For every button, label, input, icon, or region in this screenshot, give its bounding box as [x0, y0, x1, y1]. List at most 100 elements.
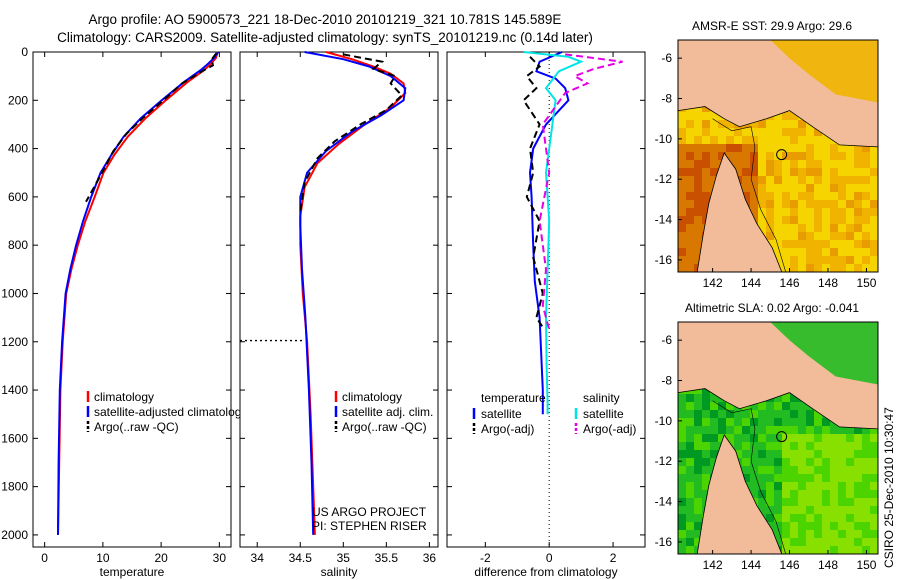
- heatmap-cell: [806, 442, 814, 450]
- heatmap-cell: [790, 264, 798, 272]
- heatmap-cell: [822, 530, 830, 538]
- heatmap-cell: [806, 240, 814, 248]
- heatmap-cell: [806, 176, 814, 184]
- y-tick-label: 1000: [1, 286, 28, 300]
- heatmap-cell: [766, 120, 774, 128]
- legend-label: satellite: [583, 407, 624, 421]
- heatmap-cell: [694, 106, 702, 112]
- heatmap-cell: [782, 482, 790, 490]
- heatmap-cell: [838, 144, 846, 152]
- heatmap-cell: [782, 490, 790, 498]
- heatmap-cell: [798, 248, 806, 256]
- heatmap-cell: [854, 530, 862, 538]
- heatmap-cell: [750, 426, 758, 434]
- heatmap-cell: [742, 160, 750, 168]
- heatmap-cell: [846, 426, 854, 434]
- heatmap-cell: [854, 458, 862, 466]
- heatmap-cell: [734, 410, 742, 418]
- heatmap-cell: [870, 466, 878, 474]
- x-tick-label: 150: [856, 558, 876, 572]
- heatmap-cell: [814, 192, 822, 200]
- heatmap-cell: [694, 200, 702, 208]
- heatmap-cell: [798, 442, 806, 450]
- heatmap-cell: [758, 434, 766, 442]
- heatmap-cell: [798, 474, 806, 482]
- heatmap-cell: [862, 482, 870, 490]
- heatmap-cell: [798, 450, 806, 458]
- heatmap-cell: [806, 136, 814, 144]
- heatmap-cell: [694, 426, 702, 434]
- heatmap-cell: [846, 466, 854, 474]
- x-tick-label: 36: [423, 551, 437, 565]
- heatmap-cell: [838, 248, 846, 256]
- heatmap-cell: [814, 426, 822, 434]
- heatmap-cell: [806, 184, 814, 192]
- heatmap-cell: [790, 240, 798, 248]
- heatmap-cell: [846, 256, 854, 264]
- heatmap-cell: [870, 434, 878, 442]
- heatmap-cell: [830, 152, 838, 160]
- heatmap-cell: [758, 474, 766, 482]
- heatmap-cell: [862, 176, 870, 184]
- heatmap-cell: [734, 426, 742, 434]
- heatmap-cell: [838, 458, 846, 466]
- heatmap-cell: [822, 208, 830, 216]
- heatmap-cell: [830, 240, 838, 248]
- x-tick-label: 148: [818, 558, 838, 572]
- heatmap-cell: [814, 410, 822, 418]
- heatmap-cell: [854, 232, 862, 240]
- heatmap-cell: [846, 482, 854, 490]
- legend-label: satellite: [481, 407, 522, 421]
- heatmap-cell: [798, 224, 806, 232]
- heatmap-cell: [822, 466, 830, 474]
- heatmap-cell: [710, 434, 718, 442]
- heatmap-cell: [702, 136, 710, 144]
- bathymetry-contour: [712, 400, 786, 554]
- heatmap-cell: [694, 208, 702, 216]
- heatmap-cell: [822, 450, 830, 458]
- heatmap-cell: [678, 224, 686, 232]
- heatmap-cell: [766, 184, 774, 192]
- y-tick-label: 1200: [1, 335, 28, 349]
- heatmap-cell: [686, 136, 694, 144]
- heatmap-cell: [734, 450, 742, 458]
- heatmap-cell: [766, 410, 774, 418]
- heatmap-cell: [870, 160, 878, 168]
- heatmap-cell: [838, 184, 846, 192]
- heatmap-cell: [838, 514, 846, 522]
- heatmap-cell: [846, 514, 854, 522]
- heatmap-cell: [814, 208, 822, 216]
- heatmap-cell: [830, 168, 838, 176]
- heatmap-cell: [790, 522, 798, 530]
- heatmap-cell: [870, 152, 878, 160]
- heatmap-cell: [710, 168, 718, 176]
- heatmap-cell: [694, 514, 702, 522]
- heatmap-cell: [678, 248, 686, 256]
- heatmap-cell: [822, 498, 830, 506]
- heatmap-cell: [798, 256, 806, 264]
- heatmap-cell: [790, 176, 798, 184]
- heatmap-cell: [782, 402, 790, 410]
- heatmap-cell: [694, 216, 702, 224]
- heatmap-cell: [750, 418, 758, 426]
- heatmap-cell: [726, 144, 734, 152]
- heatmap-cell: [838, 506, 846, 514]
- heatmap-cell: [806, 506, 814, 514]
- heatmap-cell: [742, 128, 750, 136]
- heatmap-cell: [742, 136, 750, 144]
- heatmap-cell: [798, 482, 806, 490]
- y-tick-label: 800: [8, 238, 28, 252]
- heatmap-cell: [862, 498, 870, 506]
- heatmap-cell: [814, 224, 822, 232]
- heatmap-cell: [790, 248, 798, 256]
- heatmap-cell: [838, 434, 846, 442]
- heatmap-cell: [734, 418, 742, 426]
- heatmap-cell: [758, 216, 766, 224]
- heatmap-cell: [822, 538, 830, 546]
- heatmap-cell: [830, 482, 838, 490]
- heatmap-cell: [790, 474, 798, 482]
- heatmap-cell: [782, 264, 790, 272]
- heatmap-cell: [678, 152, 686, 160]
- heatmap-cell: [774, 458, 782, 466]
- heatmap-cell: [694, 176, 702, 184]
